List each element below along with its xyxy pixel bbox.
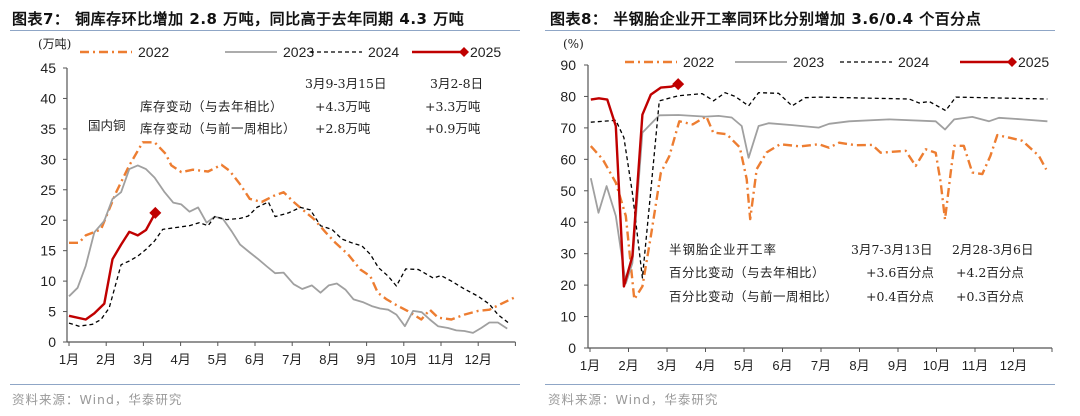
y-tick-label: 45	[40, 60, 56, 76]
x-tick-label: 9月	[888, 358, 908, 373]
x-tick-label: 8月	[319, 352, 339, 367]
annotation-value: +4.2百分点	[956, 265, 1024, 280]
y-tick-label: 35	[40, 121, 56, 137]
annotation-row-label: 百分比变动（与前一周相比）	[669, 289, 838, 304]
footer-divider	[10, 384, 520, 385]
y-tick-label: 0	[568, 340, 576, 356]
title-divider	[545, 30, 1055, 31]
x-tick-label: 6月	[245, 352, 265, 367]
x-tick-label: 2月	[618, 358, 638, 373]
chart-panel-copper: 图表7： 铜库存环比增加 2.8 万吨，同比高于去年同期 4.3 万吨 资料来源…	[10, 10, 520, 407]
legend-marker-2025	[1007, 57, 1017, 67]
annotation-value: +0.9万吨	[425, 121, 481, 136]
x-tick-label: 2月	[96, 352, 116, 367]
y-axis-label: (%)	[563, 37, 584, 51]
y-tick-label: 50	[560, 183, 576, 199]
y-tick-label: 70	[560, 120, 576, 136]
annotation-row-label: 库存变动（与前一周相比）	[140, 121, 296, 136]
x-tick-label: 8月	[849, 358, 869, 373]
x-tick-label: 1月	[59, 352, 79, 367]
y-tick-label: 15	[40, 243, 56, 259]
series-line-2022	[69, 141, 515, 321]
annotation-row-label: 百分比变动（与去年相比）	[669, 265, 825, 280]
source-note: 资料来源：Wind，华泰研究	[12, 392, 183, 407]
y-tick-label: 30	[560, 246, 576, 262]
annotation-period: 3月9-3月15日	[305, 76, 387, 91]
legend-marker-2025	[459, 47, 469, 57]
legend-label-2024: 2024	[898, 54, 929, 70]
legend-label-2023: 2023	[793, 54, 824, 70]
annotation-period: 3月2-8日	[430, 76, 483, 91]
x-tick-label: 10月	[923, 358, 950, 373]
legend-label-2022: 2022	[138, 44, 169, 60]
series-marker-2025	[149, 206, 162, 219]
annotation-value: +3.3万吨	[425, 99, 481, 114]
series-marker-2025	[672, 78, 685, 91]
x-tick-label: 9月	[356, 352, 376, 367]
x-tick-label: 4月	[695, 358, 715, 373]
annotation-period: 3月7-3月13日	[851, 242, 933, 257]
legend-label-2022: 2022	[683, 54, 714, 70]
y-tick-label: 40	[560, 214, 576, 230]
series-line-2024	[68, 201, 509, 327]
x-tick-label: 7月	[811, 358, 831, 373]
x-tick-label: 4月	[170, 352, 190, 367]
x-tick-label: 11月	[428, 352, 455, 367]
x-tick-label: 5月	[734, 358, 754, 373]
title-divider	[10, 30, 520, 31]
series-line-2023	[589, 114, 1048, 285]
chart-title: 图表8： 半钢胎企业开工率同环比分别增加 3.6/0.4 个百分点	[550, 10, 982, 28]
y-tick-label: 20	[560, 277, 576, 293]
annotation-row-label: 库存变动（与去年相比）	[140, 99, 283, 114]
y-tick-label: 25	[40, 182, 56, 198]
annotation-period: 2月28-3月6日	[952, 242, 1034, 257]
series-line-2023	[68, 164, 508, 334]
chart-1: (%) 0 10 20 30 40 50 60 70 80 90 1月 2月 3月 4月 5月 6月 7月 8月 9月…	[560, 37, 1053, 373]
y-tick-label: 0	[48, 334, 56, 350]
legend-label-2024: 2024	[368, 44, 399, 60]
annotation-value: +0.4百分点	[866, 289, 934, 304]
x-tick-label: 11月	[962, 358, 989, 373]
y-axis-label: (万吨)	[38, 37, 71, 51]
y-tick-label: 60	[560, 151, 576, 167]
series-line-2024	[590, 92, 1048, 279]
chart-title: 图表7： 铜库存环比增加 2.8 万吨，同比高于去年同期 4.3 万吨	[12, 10, 465, 28]
annotation-group: 半钢胎企业开工率	[669, 242, 777, 257]
y-tick-label: 20	[40, 212, 56, 228]
series-line-2022	[589, 115, 1048, 301]
legend-label-2025: 2025	[1018, 54, 1049, 70]
x-tick-label: 7月	[282, 352, 302, 367]
x-tick-label: 12月	[464, 352, 491, 367]
legend-label-2025: 2025	[470, 44, 501, 60]
x-tick-label: 3月	[657, 358, 677, 373]
annotation-group: 国内铜	[88, 118, 126, 133]
series-line-2025	[68, 212, 157, 321]
x-tick-label: 12月	[1000, 358, 1027, 373]
legend-label-2023: 2023	[283, 44, 314, 60]
y-tick-label: 90	[560, 57, 576, 73]
y-tick-label: 40	[40, 90, 56, 106]
source-note: 资料来源：Wind，华泰研究	[548, 392, 719, 407]
x-tick-label: 5月	[208, 352, 228, 367]
annotation-value: +2.8万吨	[315, 121, 371, 136]
y-tick-label: 30	[40, 151, 56, 167]
annotation-value: +3.6百分点	[866, 265, 934, 280]
y-tick-label: 10	[40, 273, 56, 289]
x-tick-label: 10月	[390, 352, 417, 367]
y-tick-label: 10	[560, 309, 576, 325]
x-tick-label: 6月	[772, 358, 792, 373]
series-line-2025	[590, 83, 679, 288]
y-tick-label: 80	[560, 88, 576, 104]
x-tick-label: 1月	[580, 358, 600, 373]
x-tick-label: 3月	[133, 352, 153, 367]
annotation-value: +0.3百分点	[956, 289, 1024, 304]
y-tick-label: 5	[48, 304, 56, 320]
footer-divider	[545, 384, 1055, 385]
annotation-value: +4.3万吨	[315, 99, 371, 114]
